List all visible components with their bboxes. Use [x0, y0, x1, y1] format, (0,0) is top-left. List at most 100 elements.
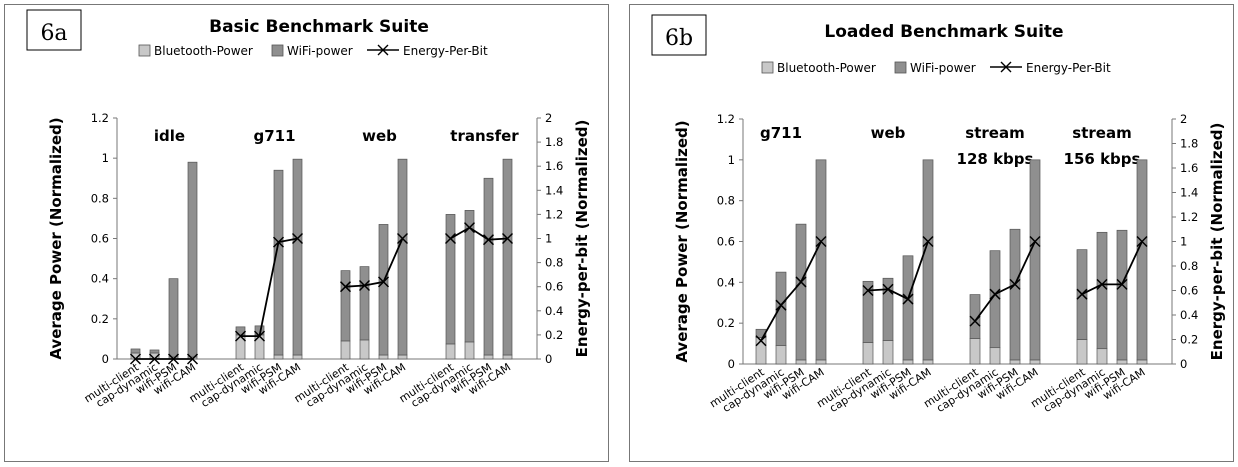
energy-per-bit-point: [882, 283, 894, 295]
y-tick-label: 0.6: [717, 235, 735, 249]
bar-wifi: [502, 158, 513, 356]
y2-tick-label: 0: [545, 352, 552, 366]
legend-swatch-bluetooth: [761, 61, 774, 74]
y2-tick-label: 1.4: [1180, 186, 1198, 200]
y2-tick-label: 1.6: [1180, 161, 1198, 175]
energy-per-bit-line: [345, 238, 404, 288]
y-tick-label: 1.2: [91, 111, 109, 125]
energy-per-bit-point: [234, 330, 247, 342]
figure-badge-box: [26, 9, 82, 51]
bar-bluetooth: [292, 354, 303, 360]
y-tick-label: 1.2: [717, 112, 735, 126]
energy-per-bit-point: [862, 284, 874, 297]
y-tick-label: 0.8: [717, 194, 735, 208]
y2-tick-label: 1: [545, 232, 552, 246]
bar-bluetooth: [1116, 359, 1128, 365]
energy-per-bit-point: [815, 235, 827, 248]
legend: Bluetooth-Power WiFi-power Energy-Per-Bit: [138, 44, 488, 58]
energy-per-bit-point: [339, 281, 352, 293]
y2-axis-label: Energy-per-bit (Normalized): [1208, 123, 1226, 361]
bar-wifi: [359, 266, 370, 341]
bar-bluetooth: [989, 347, 1001, 365]
y-axis-label: Average Power (Normalized): [47, 117, 65, 359]
energy-per-bit-point: [148, 353, 161, 365]
group-label: transfer: [450, 127, 519, 145]
figure-badge-box: [651, 14, 707, 56]
bar-bluetooth: [862, 342, 874, 365]
y2-tick-label: 2: [545, 111, 552, 125]
group-label: g711: [253, 127, 295, 145]
y2-tick-label: 1.2: [545, 207, 563, 221]
energy-per-bit-point: [1009, 278, 1021, 290]
y2-tick-label: 0.6: [545, 280, 563, 294]
y-tick-label: 0.4: [717, 275, 735, 289]
bar-wifi: [273, 169, 284, 356]
bar-wifi: [775, 271, 787, 346]
bar-bluetooth: [340, 340, 351, 360]
bar-wifi: [130, 348, 141, 354]
bar-bluetooth: [445, 343, 456, 360]
legend: Bluetooth-Power WiFi-power Energy-Per-Bit: [761, 61, 1111, 75]
bar-wifi: [1116, 229, 1128, 361]
bar-wifi: [882, 277, 894, 341]
energy-per-bit-point: [1116, 278, 1128, 290]
energy-per-bit-point: [272, 236, 285, 248]
bar-wifi: [922, 159, 934, 361]
energy-per-bit-line: [867, 241, 929, 301]
bar-bluetooth: [378, 354, 389, 360]
bar-bluetooth: [1096, 348, 1108, 365]
bar-wifi: [815, 159, 827, 361]
figure-badge-label: 6b: [665, 26, 693, 51]
bar-bluetooth: [1076, 339, 1088, 365]
energy-per-bit-point: [1076, 288, 1088, 300]
group-label: g711: [760, 124, 802, 142]
legend-label-bluetooth: Bluetooth-Power: [154, 44, 253, 58]
bar-bluetooth: [922, 359, 934, 365]
y2-tick-label: 1.6: [545, 159, 563, 173]
chart-panel-6a: 6a Basic Benchmark Suite Bluetooth-Power Wi…: [4, 4, 609, 462]
bar-wifi: [464, 210, 475, 343]
bar-wifi: [340, 270, 351, 342]
bar-bluetooth: [969, 338, 981, 365]
energy-per-bit-point: [755, 335, 767, 347]
bar-wifi: [445, 214, 456, 345]
y2-tick-label: 0.2: [545, 328, 563, 342]
y-axis-label: Average Power (Normalized): [673, 120, 691, 362]
energy-per-bit-point: [186, 353, 199, 365]
legend-marker-energy: [377, 44, 389, 56]
bar-bluetooth: [1136, 359, 1148, 365]
bar-bluetooth: [464, 341, 475, 360]
bar-wifi: [989, 250, 1001, 349]
y2-tick-label: 1.8: [545, 135, 563, 149]
y-tick-label: 0.6: [91, 232, 109, 246]
bar-bluetooth: [775, 345, 787, 365]
energy-per-bit-point: [396, 232, 409, 245]
bar-bluetooth: [882, 340, 894, 365]
y2-tick-label: 0.6: [1180, 284, 1198, 298]
bar-wifi: [862, 280, 874, 343]
bar-wifi: [902, 255, 914, 361]
y2-tick-label: 2: [1180, 112, 1187, 126]
group-label: web: [871, 124, 906, 142]
y2-tick-label: 1.2: [1180, 210, 1198, 224]
bar-wifi: [397, 158, 408, 356]
bar-bluetooth: [815, 359, 827, 365]
energy-per-bit-line: [1081, 241, 1143, 295]
energy-per-bit-point: [1096, 278, 1108, 290]
bar-bluetooth: [273, 354, 284, 360]
energy-per-bit-line: [240, 237, 298, 338]
chart-6b: 6b Loaded Benchmark Suite Bluetooth-Power W…: [651, 14, 1226, 415]
legend-label-energy: Energy-Per-Bit: [403, 44, 488, 58]
bar-bluetooth: [1029, 359, 1041, 365]
bar-wifi: [168, 278, 179, 358]
energy-per-bit-point: [129, 353, 142, 365]
y-tick-label: 0.2: [717, 316, 735, 330]
energy-per-bit-point: [358, 279, 371, 292]
y-tick-label: 0: [728, 357, 735, 371]
energy-per-bit-point: [902, 293, 914, 305]
bar-wifi: [378, 224, 389, 356]
bar-bluetooth: [795, 359, 807, 365]
bar-wifi: [1029, 159, 1041, 361]
chart-panel-6b: 6b Loaded Benchmark Suite Bluetooth-Power W…: [629, 4, 1234, 462]
legend-marker-energy: [1000, 61, 1012, 73]
